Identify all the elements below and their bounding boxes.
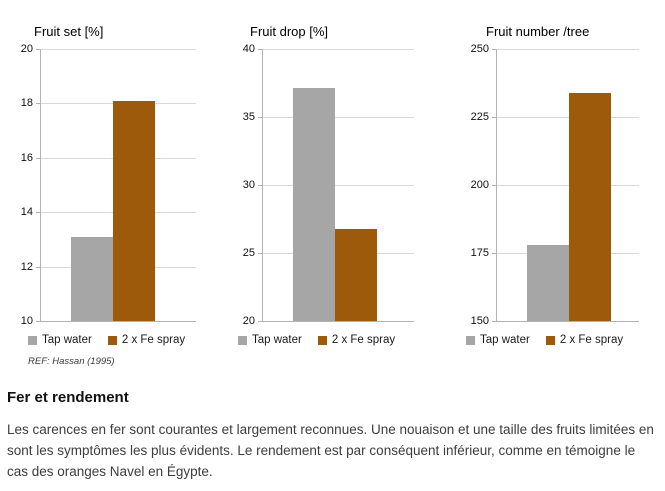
legend: Tap water 2 x Fe spray xyxy=(440,334,665,346)
gridline xyxy=(263,185,414,186)
y-tick-label: 16 xyxy=(20,151,33,164)
legend-swatch xyxy=(107,335,117,345)
chart-fruit-set: Fruit set [%] 10 12 14 16 18 20 Tap water 2 x … xyxy=(0,0,222,346)
y-tick-mark xyxy=(492,49,497,50)
source-note: REF: Hassan (1995) xyxy=(28,356,115,367)
plot-area xyxy=(36,49,196,322)
chart-title: Fruit number /tree xyxy=(486,24,590,39)
y-tick-label: 225 xyxy=(470,111,489,123)
chart-body: 20 25 30 35 40 xyxy=(222,43,440,327)
y-tick-mark xyxy=(492,185,497,186)
y-tick-label: 150 xyxy=(470,315,489,327)
gridline xyxy=(263,117,414,118)
plot-area xyxy=(258,49,414,322)
charts-row: Fruit set [%] 10 12 14 16 18 20 Tap water 2 x … xyxy=(0,0,665,346)
legend-label: 2 x Fe spray xyxy=(121,334,186,346)
y-tick-label: 20 xyxy=(20,43,33,55)
y-tick-label: 30 xyxy=(242,179,255,191)
y-tick-mark xyxy=(492,117,497,118)
legend-swatch xyxy=(238,335,247,345)
y-tick-label: 175 xyxy=(470,247,489,259)
bar-2-x-fe-spray xyxy=(335,228,377,321)
legend: Tap water 2 x Fe spray xyxy=(0,334,222,346)
y-tick-label: 12 xyxy=(20,260,33,273)
y-tick-mark xyxy=(258,117,263,118)
y-tick-mark xyxy=(36,103,41,105)
chart-fruit-drop: Fruit drop [%] 20 25 30 35 40 Tap water 2 x F… xyxy=(222,0,440,346)
legend-swatch xyxy=(545,335,555,345)
chart-fruit-number: Fruit number /tree 150 175 200 225 250 Tap w… xyxy=(440,0,665,346)
bar-2-x-fe-spray xyxy=(113,100,155,321)
chart-body: 10 12 14 16 18 20 xyxy=(0,43,222,327)
y-tick-label: 14 xyxy=(20,206,33,219)
plot-area xyxy=(492,49,639,322)
gridline xyxy=(497,185,639,186)
y-tick-mark xyxy=(258,321,263,322)
chart-body: 150 175 200 225 250 xyxy=(440,43,665,327)
y-tick-mark xyxy=(36,321,41,322)
legend-item: Tap water xyxy=(466,334,530,346)
y-tick-mark xyxy=(36,157,41,159)
y-tick-label: 10 xyxy=(20,315,33,327)
y-tick-label: 40 xyxy=(242,43,255,55)
y-tick-mark xyxy=(36,266,41,268)
gridline xyxy=(497,117,639,118)
y-axis: 10 12 14 16 18 20 xyxy=(0,43,40,327)
legend-label: 2 x Fe spray xyxy=(331,334,396,346)
legend-label: 2 x Fe spray xyxy=(559,334,624,346)
y-tick-mark xyxy=(36,49,41,50)
gridline xyxy=(497,49,639,50)
y-tick-mark xyxy=(492,321,497,322)
gridline xyxy=(263,49,414,50)
legend-swatch xyxy=(466,335,475,345)
legend: Tap water 2 x Fe spray xyxy=(222,334,440,346)
legend-item: Tap water xyxy=(28,334,92,346)
legend-label: Tap water xyxy=(252,334,302,346)
chart-title: Fruit drop [%] xyxy=(250,24,329,39)
y-tick-label: 35 xyxy=(242,111,255,123)
legend-swatch xyxy=(28,335,37,345)
legend-label: Tap water xyxy=(42,334,92,346)
y-tick-mark xyxy=(36,212,41,214)
y-tick-label: 200 xyxy=(470,179,489,191)
bar-tap-water xyxy=(527,244,569,321)
y-axis: 150 175 200 225 250 xyxy=(440,43,496,327)
y-tick-label: 18 xyxy=(20,97,33,110)
y-axis: 20 25 30 35 40 xyxy=(222,43,262,327)
legend-label: Tap water xyxy=(480,334,530,346)
chart-title: Fruit set [%] xyxy=(34,24,104,39)
bar-tap-water xyxy=(71,236,113,321)
y-tick-label: 250 xyxy=(470,43,489,55)
legend-item: 2 x Fe spray xyxy=(317,334,396,346)
section-body: Les carences en fer sont courantes et la… xyxy=(7,422,654,479)
bar-tap-water xyxy=(293,88,335,321)
legend-item: Tap water xyxy=(238,334,302,346)
legend-item: 2 x Fe spray xyxy=(107,334,186,346)
legend-swatch xyxy=(317,335,327,345)
y-tick-mark xyxy=(258,253,263,254)
section-heading: Fer et rendement xyxy=(7,389,129,406)
legend-item: 2 x Fe spray xyxy=(545,334,624,346)
gridline xyxy=(41,49,196,50)
y-tick-mark xyxy=(492,253,497,254)
y-tick-mark xyxy=(258,49,263,50)
y-tick-label: 25 xyxy=(242,247,255,259)
bar-2-x-fe-spray xyxy=(569,92,611,321)
y-tick-label: 20 xyxy=(242,315,255,327)
y-tick-mark xyxy=(258,185,263,186)
